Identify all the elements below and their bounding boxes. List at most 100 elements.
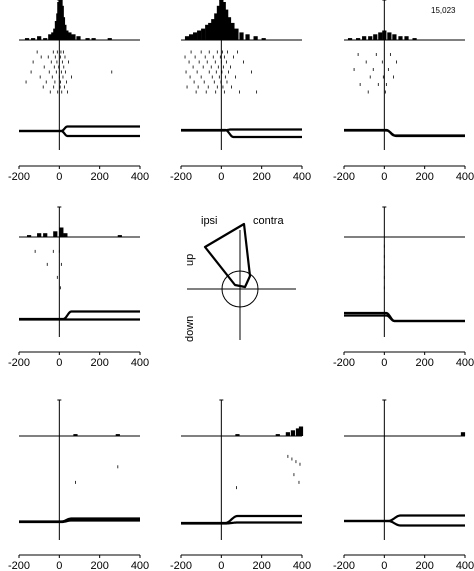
- histogram-bar: [285, 432, 290, 436]
- histogram-bar: [188, 34, 194, 40]
- histogram: [19, 434, 140, 437]
- histogram-bar: [64, 30, 69, 40]
- histogram: [181, 0, 302, 41]
- tick-label: 200: [90, 560, 108, 571]
- spike-raster: [184, 50, 258, 94]
- eye-traces: [19, 310, 140, 321]
- tick-label: 0: [218, 171, 224, 183]
- histogram-bar: [290, 430, 296, 436]
- tick-label: 400: [456, 560, 474, 571]
- histogram-bar: [43, 38, 48, 40]
- tick-label: 400: [293, 560, 311, 571]
- histogram: [344, 30, 465, 41]
- tick-label: 400: [293, 171, 311, 183]
- tick-label: 200: [252, 171, 270, 183]
- histogram-bar: [214, 13, 219, 40]
- spike-raster: [75, 465, 119, 484]
- time-axis: -200 0 200 400: [170, 554, 311, 571]
- polar-diagram: ipsi contra up down: [184, 215, 296, 342]
- histogram-bar: [48, 34, 53, 40]
- eye-traces: [181, 128, 302, 139]
- tick-label: 0: [56, 560, 62, 571]
- histogram-bar: [76, 36, 81, 40]
- histogram-bar: [221, 2, 226, 40]
- polar-label-ipsi: ipsi: [201, 215, 218, 227]
- histogram-bar: [85, 38, 90, 40]
- histogram-bar: [356, 38, 361, 40]
- tick-label: 400: [131, 171, 149, 183]
- histogram-bar: [117, 235, 122, 237]
- tick-label: 200: [90, 357, 108, 369]
- histogram-bar: [230, 22, 235, 40]
- tick-label: 400: [456, 357, 474, 369]
- histogram-bar: [226, 17, 232, 40]
- histogram-bar: [295, 428, 301, 436]
- tick-label: -200: [333, 171, 355, 183]
- histogram-bar: [205, 24, 210, 40]
- histogram-bar: [378, 32, 383, 40]
- psth-panel-3: -200 0 200 400: [333, 0, 474, 183]
- histogram: [19, 0, 140, 41]
- tick-label: 200: [415, 560, 433, 571]
- cell-id-label: 15,023: [431, 6, 456, 15]
- time-axis: -200 0 200 400: [333, 554, 474, 571]
- eye-traces: [344, 128, 465, 138]
- histogram-bar: [216, 5, 222, 41]
- histogram-bar: [197, 30, 202, 40]
- polar-label-up: up: [184, 254, 196, 266]
- histogram-bar: [239, 32, 244, 40]
- tick-label: 200: [415, 357, 433, 369]
- psth-panel-6: -200 0 200 400: [8, 399, 149, 571]
- eye-trace: [181, 521, 302, 525]
- time-axis: -200 0 200 400: [8, 351, 149, 369]
- histogram-bar: [298, 426, 304, 436]
- tick-label: -200: [8, 357, 30, 369]
- tick-label: 400: [131, 560, 149, 571]
- tick-label: 0: [381, 357, 387, 369]
- time-axis: -200 0 200 400: [8, 165, 149, 183]
- eye-traces: [181, 514, 302, 525]
- histogram-bar: [43, 233, 48, 237]
- histogram-bar: [71, 34, 76, 40]
- histogram-bar: [107, 38, 112, 40]
- polar-label-contra: contra: [253, 215, 284, 227]
- eye-traces: [19, 517, 140, 524]
- histogram-bar: [362, 36, 367, 40]
- histogram-bar: [347, 38, 353, 40]
- spike-raster: [34, 249, 62, 290]
- histogram-bar: [245, 34, 250, 40]
- histogram-bar: [392, 34, 397, 40]
- eye-trace: [19, 129, 140, 138]
- histogram-bar: [115, 434, 120, 436]
- eye-trace: [344, 311, 465, 323]
- histogram-bar: [211, 19, 216, 40]
- histogram-bar: [404, 36, 409, 40]
- histogram-bar: [201, 28, 206, 40]
- polar-unit-circle: [221, 270, 259, 308]
- eye-trace: [181, 128, 302, 132]
- histogram-bar: [368, 36, 373, 40]
- histogram-bar: [398, 36, 403, 40]
- histogram-bar: [193, 32, 198, 40]
- tick-label: 400: [456, 171, 474, 183]
- histogram: [181, 426, 304, 437]
- histogram-bar: [37, 36, 42, 40]
- tick-label: 0: [381, 171, 387, 183]
- eye-traces: [344, 514, 465, 527]
- time-axis: -200 0 200 400: [8, 554, 149, 571]
- tick-label: -200: [333, 560, 355, 571]
- tick-label: 0: [218, 560, 224, 571]
- histogram-bar: [224, 9, 229, 40]
- histogram: [19, 227, 140, 238]
- psth-panel-1: -200 0 200 400: [8, 0, 149, 183]
- histogram-bar: [373, 34, 378, 40]
- tick-label: 0: [56, 357, 62, 369]
- tick-label: 0: [381, 560, 387, 571]
- histogram-bar: [59, 227, 64, 237]
- psth-panel-7: -200 0 200 400: [170, 399, 311, 571]
- histogram-bar: [63, 233, 68, 237]
- histogram-bar: [235, 434, 240, 436]
- histogram: [344, 432, 466, 437]
- tick-label: 0: [56, 171, 62, 183]
